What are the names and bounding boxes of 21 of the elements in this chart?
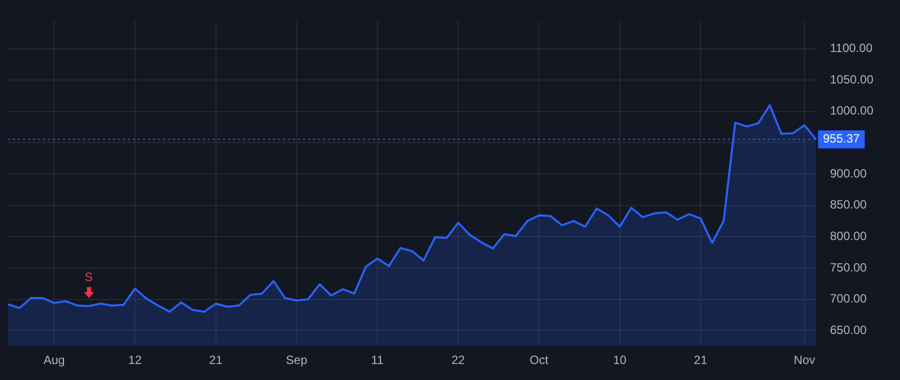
y-tick-label: 650.00 <box>830 322 868 337</box>
y-tick-label: 800.00 <box>830 228 868 243</box>
y-tick-label: 900.00 <box>830 166 868 180</box>
x-tick-label: 12 <box>128 353 142 368</box>
y-tick-label: 1100.00 <box>830 41 873 56</box>
y-tick-label: 1000.00 <box>830 104 874 118</box>
x-tick-label: 10 <box>613 353 627 368</box>
x-tick-label: 21 <box>209 353 223 368</box>
x-tick-label: Sep <box>286 353 308 368</box>
x-tick-label: 11 <box>371 353 384 368</box>
ref-line-label: 955.37 <box>823 132 860 146</box>
x-tick-label: Nov <box>794 353 816 368</box>
annotation: S <box>84 270 94 284</box>
y-tick-label: 850.00 <box>830 198 868 212</box>
y-tick-label: 750.00 <box>830 260 868 274</box>
y-tick-label: 1050.00 <box>830 72 874 86</box>
y-tick-label: 700.00 <box>830 292 868 306</box>
x-tick-label: 21 <box>694 353 708 368</box>
x-tick-label: Oct <box>530 353 549 368</box>
x-tick-label: Aug <box>43 353 65 368</box>
x-tick-label: 22 <box>451 353 466 368</box>
